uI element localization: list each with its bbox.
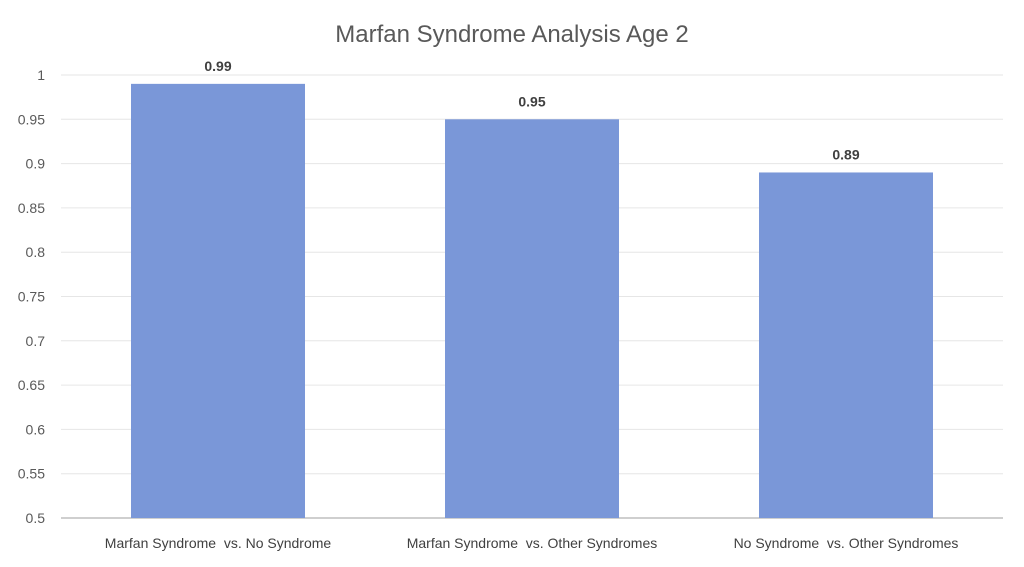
y-tick-label: 0.75 xyxy=(18,289,45,305)
bar xyxy=(131,83,305,519)
y-tick-label: 0.6 xyxy=(26,421,46,437)
data-label: 0.89 xyxy=(832,146,859,162)
chart-title: Marfan Syndrome Analysis Age 2 xyxy=(335,21,689,48)
x-tick-label: No Syndrome vs. Other Syndromes xyxy=(734,535,959,551)
data-label: 0.99 xyxy=(204,58,231,74)
y-tick-label: 0.9 xyxy=(26,156,46,172)
data-label: 0.95 xyxy=(518,93,545,109)
x-tick-label: Marfan Syndrome vs. No Syndrome xyxy=(105,535,332,551)
y-tick-label: 0.5 xyxy=(26,510,46,526)
y-tick-label: 0.65 xyxy=(18,377,45,393)
y-tick-label: 0.85 xyxy=(18,200,45,216)
y-tick-label: 0.7 xyxy=(26,333,46,349)
x-tick-label: Marfan Syndrome vs. Other Syndromes xyxy=(407,535,658,551)
y-tick-label: 1 xyxy=(37,67,45,83)
y-tick-label: 0.8 xyxy=(26,244,46,260)
y-tick-label: 0.95 xyxy=(18,111,45,127)
bar xyxy=(445,119,619,519)
y-tick-label: 0.55 xyxy=(18,466,45,482)
bar xyxy=(759,172,933,518)
